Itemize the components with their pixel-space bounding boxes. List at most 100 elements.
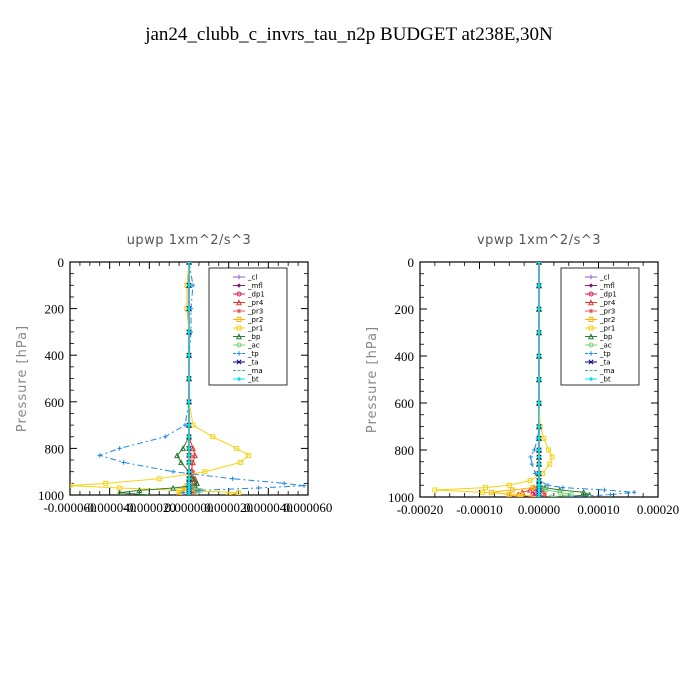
legend-marker <box>235 333 243 340</box>
legend-box <box>560 267 640 386</box>
series-group <box>70 262 307 495</box>
legend-marker <box>236 376 242 382</box>
series-point-bt <box>186 422 192 428</box>
series-point-bt <box>186 483 192 488</box>
legend-label: _bt <box>247 376 259 384</box>
legend-marker <box>588 317 594 322</box>
series-point-pr1 <box>506 482 512 488</box>
y-tick-label: 800 <box>395 443 415 458</box>
series-point-pr3 <box>542 492 548 497</box>
series-point-tp <box>608 492 613 497</box>
series-point-bt <box>186 490 192 495</box>
legend-marker <box>236 283 242 288</box>
x-tick-label: -0.000040 <box>83 500 136 515</box>
series-point-pr2 <box>509 487 515 493</box>
x-tick-label: 0.000040 <box>244 500 293 515</box>
legend-label: _pr2 <box>247 316 263 324</box>
legend-label: _tp <box>247 350 259 358</box>
series-point-bt <box>186 376 192 381</box>
legend-marker <box>588 342 594 348</box>
series-point-pr1 <box>234 445 240 451</box>
series-point-ac <box>548 494 554 497</box>
legend-label: _cl <box>599 274 609 282</box>
series-point-tp <box>230 476 235 481</box>
legend: _cl_mfl_dp1_pr4_pr3_pr2_pr1_bp_ac_tp_ta_… <box>208 267 288 386</box>
series-point-tp <box>117 446 122 451</box>
series-point-bt <box>536 377 542 382</box>
x-tick-label: 0.00020 <box>637 502 679 517</box>
legend-marker <box>236 308 242 314</box>
series-point-bp <box>116 489 123 495</box>
legend-marker <box>588 291 594 297</box>
legend-label: _pr4 <box>599 299 616 307</box>
legend-marker <box>588 283 594 288</box>
series-point-bt <box>536 330 542 335</box>
series-point-bp <box>174 452 181 459</box>
series-point-bp <box>136 487 143 494</box>
legend-marker <box>588 351 594 356</box>
series-point-tp <box>196 488 202 493</box>
legend-label: _dp1 <box>247 291 265 299</box>
series-point-bt <box>536 283 542 288</box>
series-point-ta <box>536 494 542 497</box>
series-point-pr3 <box>541 490 546 495</box>
panel-vpwp: vpwp 1xm^2/s^3 Pressure [hPa] 0 200 400 600 80… <box>365 233 679 517</box>
series-point-bt <box>186 306 192 311</box>
series-point-bt <box>536 485 542 490</box>
series-point-tp <box>545 483 551 488</box>
series-point-bt <box>536 471 542 476</box>
legend-label: _cl <box>247 274 257 282</box>
legend-label: _pr1 <box>599 325 615 333</box>
series-point-tp <box>163 434 168 439</box>
series-point-pr1 <box>546 447 551 453</box>
x-tick-label: -0.00020 <box>397 502 444 517</box>
legend-label: _ta <box>247 359 259 367</box>
series-point-bp <box>189 475 196 482</box>
series-point-bt <box>186 446 192 451</box>
legend-marker <box>588 376 594 382</box>
series-point-pr1 <box>432 487 438 493</box>
series-line-tp <box>98 262 305 495</box>
y-axis-title: Pressure [hPa] <box>15 325 30 432</box>
legend-marker <box>588 359 594 365</box>
series-point-pr1 <box>238 459 244 465</box>
series-point-pr1 <box>549 454 555 460</box>
series-point-pr1 <box>70 483 73 489</box>
series-point-ac <box>543 487 549 493</box>
legend-marker <box>588 308 594 314</box>
series-point-tp <box>121 460 126 465</box>
y-tick-label: 600 <box>45 395 65 410</box>
series-point-pr1 <box>236 490 242 495</box>
series-point-tp <box>532 447 537 453</box>
series-point-pr1 <box>547 461 553 467</box>
figure-title: jan24_clubb_c_invrs_tau_n2p BUDGET at238… <box>144 24 553 45</box>
y-tick-label: 1000 <box>388 490 414 505</box>
y-tick-label: 1000 <box>38 488 64 503</box>
x-tick-label: 0.000000 <box>165 500 214 515</box>
series-point-pr4 <box>191 452 198 459</box>
series-point-bt <box>186 488 192 493</box>
series-point-tp <box>180 490 186 495</box>
y-tick-label: 200 <box>45 302 65 317</box>
series-point-bt <box>186 485 192 491</box>
legend-label: _bp <box>599 333 613 341</box>
series-point-bt <box>186 283 192 288</box>
series-point-tp <box>256 485 261 491</box>
panel-title: vpwp 1xm^2/s^3 <box>477 233 601 248</box>
legend-label: _dp1 <box>599 291 617 299</box>
series-point-bt <box>536 492 542 497</box>
legend-label: _ta <box>599 359 611 367</box>
x-tick-label: 0.00000 <box>518 502 560 517</box>
series-point-ac <box>557 489 563 495</box>
legend-label: _pr4 <box>247 299 264 307</box>
y-tick-label: 400 <box>395 349 415 364</box>
x-tick-label: 0.00010 <box>577 502 619 517</box>
series-point-ta <box>186 262 192 265</box>
y-axis-title: Pressure [hPa] <box>365 326 380 433</box>
series-point-bt <box>186 476 192 481</box>
series-point-pr1 <box>479 489 485 495</box>
series-point-bt <box>186 262 192 265</box>
series-point-bt <box>536 487 542 493</box>
legend-box <box>208 267 288 386</box>
series-point-pr1 <box>210 434 216 440</box>
